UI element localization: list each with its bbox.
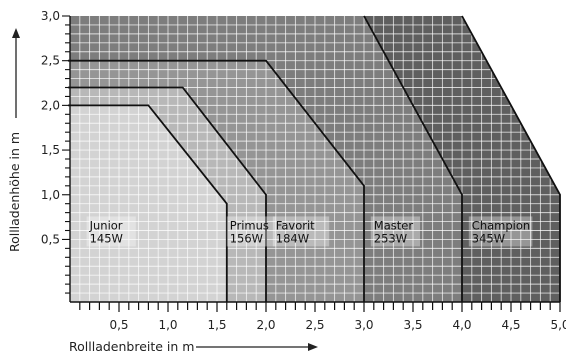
grid-layer xyxy=(70,16,560,302)
y-tick-label: 3,0 xyxy=(41,9,60,23)
zone-label-box xyxy=(370,216,420,247)
zone-boundary-champion xyxy=(461,15,561,302)
zone-label-power: 156W xyxy=(230,231,263,245)
x-tick-label: 4,5 xyxy=(501,318,520,332)
zone-label-box xyxy=(226,216,276,247)
x-axis-arrow xyxy=(196,343,318,351)
x-tick-label: 4,0 xyxy=(452,318,471,332)
zone-label-name: Junior xyxy=(89,218,123,232)
zone-label-box xyxy=(86,216,136,247)
y-tick-label: 2,0 xyxy=(41,98,60,112)
x-axis-title: Rollladenbreite in m xyxy=(69,339,194,354)
axes-layer: 0,5 1,0 1,5 2,0 2,5 3,0 3,5 4,0 4,5 5,0 0,5 1,0 1,5 2… xyxy=(41,9,566,332)
x-tick-label: 0,5 xyxy=(109,318,128,332)
x-tick-label: 5,0 xyxy=(550,318,566,332)
y-axis-title: Rollladenhöhe in m xyxy=(7,132,22,252)
zone-label-box xyxy=(468,216,533,247)
y-tick-label: 2,5 xyxy=(41,54,60,68)
zone-label-name: Favorit xyxy=(276,218,315,232)
zone-label-power: 253W xyxy=(374,231,407,245)
zone-label-box xyxy=(272,216,330,247)
zone-label-name: Master xyxy=(374,218,414,232)
x-tick-label: 3,0 xyxy=(354,318,373,332)
x-tick-label: 3,5 xyxy=(403,318,422,332)
zone-label-power: 184W xyxy=(276,231,309,245)
labels-layer: Junior145WPrimus156WFavorit184WMaster253… xyxy=(86,216,533,247)
zone-label-name: Primus xyxy=(230,218,269,232)
zone-label-name: Champion xyxy=(472,218,530,232)
y-axis-arrow xyxy=(12,28,20,118)
y-tick-label: 0,5 xyxy=(41,232,60,246)
x-tick-label: 1,5 xyxy=(207,318,226,332)
x-tick-label: 2,5 xyxy=(305,318,324,332)
x-tick-label: 2,0 xyxy=(256,318,275,332)
x-tick-label: 1,0 xyxy=(158,318,177,332)
zone-label-power: 345W xyxy=(472,231,505,245)
zone-boundary-master xyxy=(363,15,463,302)
zone-label-power: 145W xyxy=(90,231,123,245)
y-tick-label: 1,5 xyxy=(41,143,60,157)
y-tick-label: 1,0 xyxy=(41,188,60,202)
